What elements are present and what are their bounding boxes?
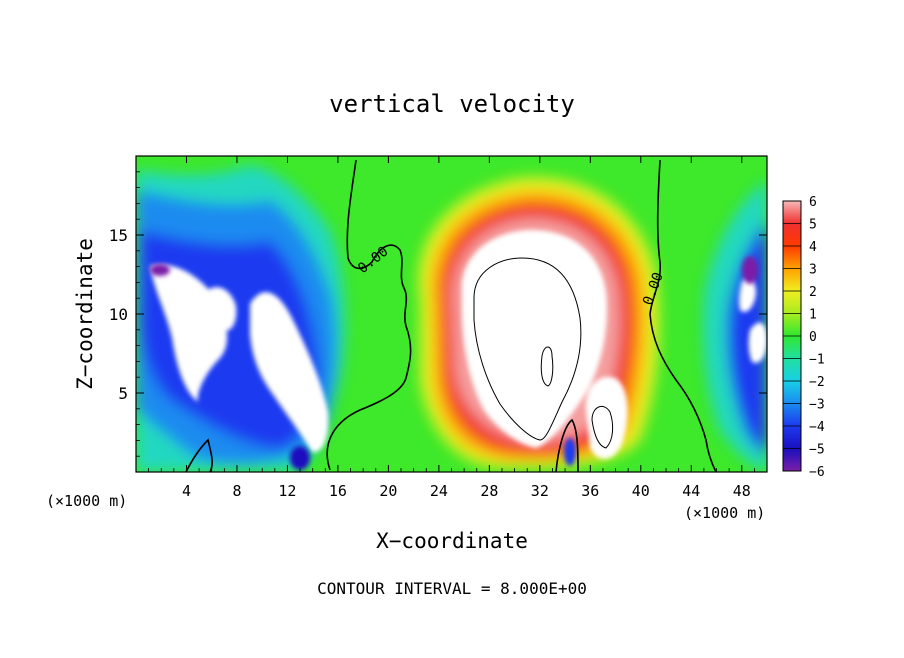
colorbar-tick-label: 4 bbox=[809, 240, 817, 255]
colorbar-tick-label: −3 bbox=[809, 398, 825, 413]
colorbar-tick-label: 5 bbox=[809, 218, 817, 233]
colorbar-tick-label: 0 bbox=[809, 330, 817, 345]
contour-lines-thin bbox=[473, 257, 614, 449]
x-unit-label-right: (×1000 m) bbox=[684, 504, 765, 522]
contour-interval-footer: CONTOUR INTERVAL = 8.000E+00 bbox=[317, 579, 587, 598]
colorbar-tick-label: 3 bbox=[809, 263, 817, 278]
colorbar-tick-label: 1 bbox=[809, 308, 817, 323]
field-saturated-core bbox=[461, 230, 607, 448]
contour-lower-right bbox=[591, 405, 614, 449]
field-spot-purple-3 bbox=[150, 264, 170, 276]
x-tick-label: 28 bbox=[480, 482, 498, 500]
x-tick-label: 4 bbox=[182, 482, 191, 500]
colorbar-tick-label: −6 bbox=[809, 465, 825, 480]
field-region-right-blue bbox=[727, 220, 767, 455]
x-tick-label: 20 bbox=[379, 482, 397, 500]
contour-zero-right bbox=[649, 159, 717, 472]
colorbar-tick-label: 2 bbox=[809, 285, 817, 300]
x-tick-label: 12 bbox=[278, 482, 296, 500]
contour-core-inner bbox=[540, 346, 554, 387]
y-tick-label: 15 bbox=[109, 226, 128, 245]
colorbar: 6 5 4 3 2 1 0 −1 −2 −3 −4 −5 −6 bbox=[782, 195, 825, 480]
contour-zero-left bbox=[326, 159, 412, 471]
x-tick-label: 44 bbox=[682, 482, 700, 500]
field-saturated-left-1 bbox=[150, 264, 228, 402]
y-tick-label: 10 bbox=[109, 305, 128, 324]
contour-zero-bottom-mid bbox=[555, 418, 579, 472]
y-axis-label: Z−coordinate bbox=[73, 238, 97, 390]
heatmap-field: 0.000.00 bbox=[136, 156, 767, 472]
colorbar-tick-label: −2 bbox=[809, 375, 825, 390]
chart-title: vertical velocity bbox=[329, 90, 575, 118]
x-tick-label: 24 bbox=[430, 482, 448, 500]
colorbar-tick-label: −5 bbox=[809, 443, 825, 458]
x-tick-label: 16 bbox=[329, 482, 347, 500]
field-saturated-left-3 bbox=[208, 287, 237, 331]
contour-zero-bottom-left bbox=[185, 438, 213, 472]
y-axis: 5 10 15 bbox=[109, 171, 767, 457]
x-tick-label: 32 bbox=[531, 482, 549, 500]
y-tick-label: 5 bbox=[118, 384, 128, 403]
colorbar-tick-label: −4 bbox=[809, 420, 825, 435]
x-tick-label: 40 bbox=[632, 482, 650, 500]
x-axis-label: X−coordinate bbox=[376, 529, 528, 553]
x-tick-label: 48 bbox=[733, 482, 751, 500]
x-tick-label: 36 bbox=[581, 482, 599, 500]
field-saturated-right-2 bbox=[748, 322, 767, 363]
colorbar-tick-label: −1 bbox=[809, 353, 825, 368]
colorbar-tick-label: 6 bbox=[809, 195, 817, 210]
x-axis: 4 8 12 16 20 24 28 32 36 40 44 48 bbox=[148, 156, 755, 500]
field-spot-purple-2 bbox=[564, 438, 576, 466]
field-saturated-right-1 bbox=[739, 277, 756, 313]
contour-core-outer bbox=[473, 257, 582, 441]
colorbar-ticks: 6 5 4 3 2 1 0 −1 −2 −3 −4 −5 −6 bbox=[783, 195, 825, 480]
field-spot-purple-1 bbox=[290, 446, 310, 470]
x-tick-label: 8 bbox=[232, 482, 241, 500]
contour-lines bbox=[185, 159, 717, 472]
x-unit-label-left: (×1000 m) bbox=[46, 492, 127, 510]
field-saturated-left-2 bbox=[250, 292, 329, 453]
field-spot-purple-4 bbox=[742, 256, 758, 284]
